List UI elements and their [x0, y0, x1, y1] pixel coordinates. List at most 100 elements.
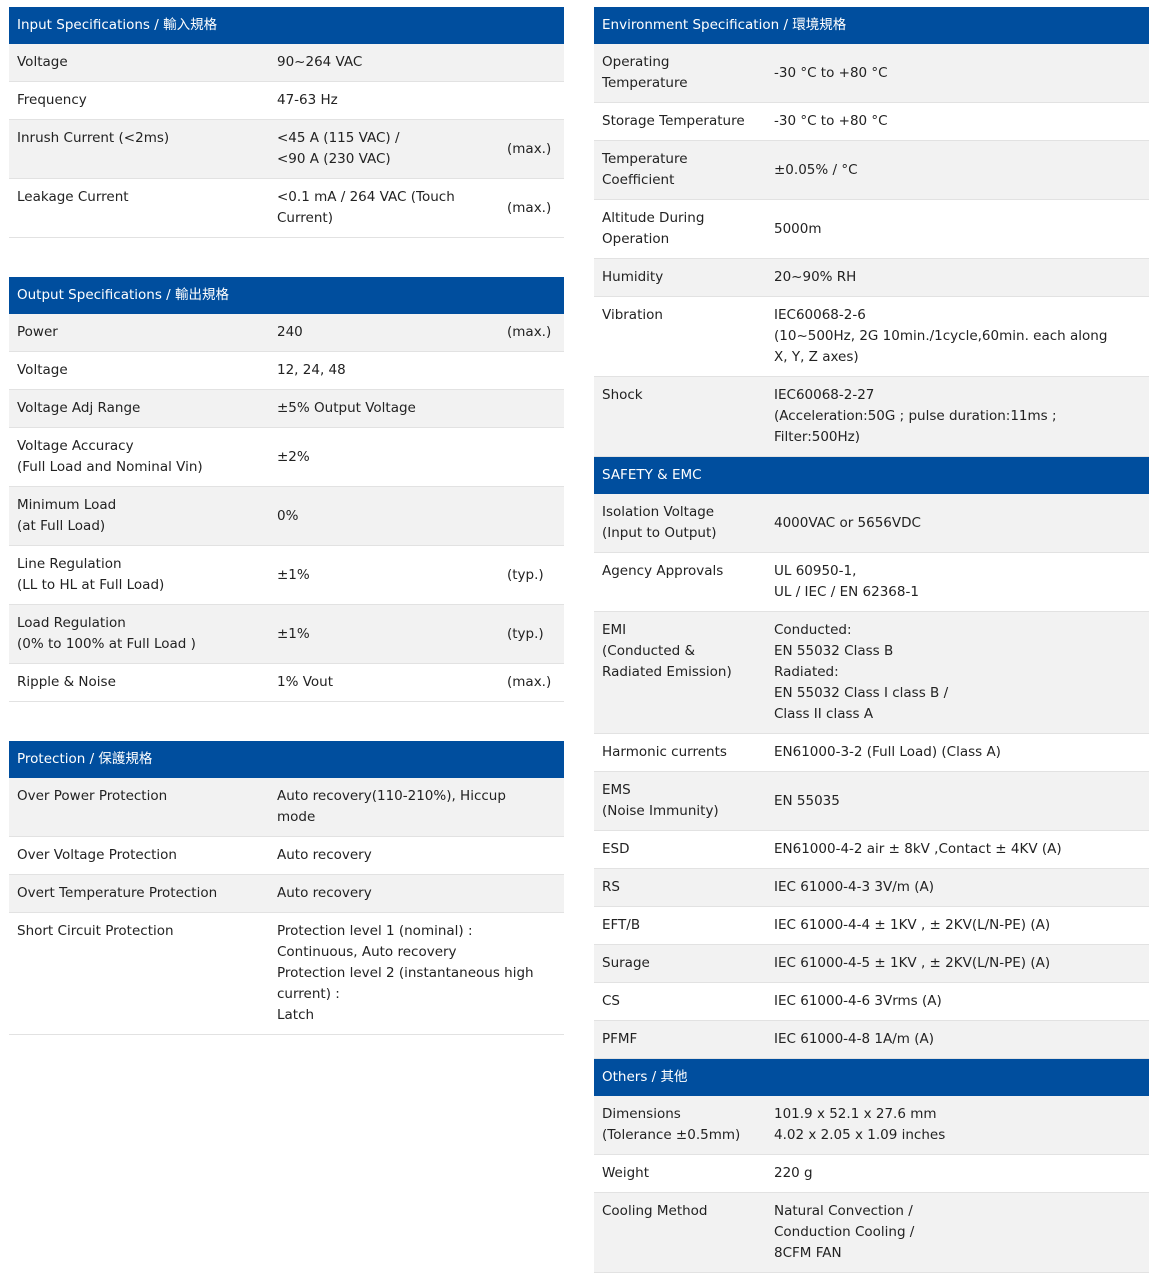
- spec-label: Voltage Accuracy (Full Load and Nominal …: [9, 427, 269, 487]
- spec-value: 1% Vout: [269, 663, 499, 702]
- spec-row: Agency Approvals UL 60950-1, UL / IEC / E…: [594, 552, 1149, 612]
- spec-row: Storage Temperature -30 °C to +80 °C: [594, 102, 1149, 141]
- spec-row: Vibration IEC60068-2-6 (10~500Hz, 2G 10mi…: [594, 296, 1149, 377]
- spec-row: RS IEC 61000-4-3 3V/m (A): [594, 868, 1149, 907]
- spec-note: (max.): [499, 119, 565, 179]
- spec-label: Humidity: [594, 258, 766, 297]
- spec-section-others: Others / 其他 Dimensions (Tolerance ±0.5mm)…: [594, 1059, 1149, 1273]
- spec-note: (typ.): [499, 604, 564, 664]
- spec-note: (max.): [499, 314, 564, 352]
- section-header: SAFETY & EMC: [594, 457, 1149, 494]
- spec-value: 47-63 Hz: [269, 81, 565, 120]
- spec-row: Line Regulation (LL to HL at Full Load) ±…: [9, 545, 564, 605]
- spec-value: Auto recovery(110-210%), Hiccup mode: [269, 778, 564, 837]
- spec-section-safety-emc: SAFETY & EMC Isolation Voltage (Input to …: [594, 457, 1149, 1059]
- spec-label: Cooling Method: [594, 1192, 766, 1273]
- spec-row: EFT/B IEC 61000-4-4 ± 1KV , ± 2KV(L/N-PE)…: [594, 906, 1149, 945]
- spec-label: EFT/B: [594, 906, 766, 945]
- spec-table: Over Power Protection Auto recovery(110-2…: [9, 778, 564, 1035]
- spec-note: (max.): [499, 663, 564, 702]
- spec-label: CS: [594, 982, 766, 1021]
- spec-label: Dimensions (Tolerance ±0.5mm): [594, 1096, 766, 1155]
- spec-value: IEC 61000-4-6 3Vrms (A): [766, 982, 1149, 1021]
- spec-label: Power: [9, 314, 269, 352]
- spec-row: Load Regulation (0% to 100% at Full Load…: [9, 604, 564, 664]
- spec-label: Operating Temperature: [594, 44, 766, 103]
- spec-label: Short Circuit Protection: [9, 912, 269, 1035]
- spec-value: 20~90% RH: [766, 258, 1149, 297]
- spec-value: IEC 61000-4-4 ± 1KV , ± 2KV(L/N-PE) (A): [766, 906, 1149, 945]
- spec-value: ±1%: [269, 545, 499, 605]
- spec-label: Frequency: [9, 81, 269, 120]
- spec-label: RS: [594, 868, 766, 907]
- spec-value: <0.1 mA / 264 VAC (Touch Current): [269, 178, 499, 238]
- spec-value: ±1%: [269, 604, 499, 664]
- spec-row: Humidity 20~90% RH: [594, 258, 1149, 297]
- spec-row: Harmonic currents EN61000-3-2 (Full Load)…: [594, 733, 1149, 772]
- section-header: Input Specifications / 輸入規格: [9, 7, 564, 44]
- spec-row: Voltage Accuracy (Full Load and Nominal …: [9, 427, 564, 487]
- spec-section-input-specifications: Input Specifications / 輸入規格 Voltage 90~264…: [9, 7, 565, 238]
- spec-row: Over Voltage Protection Auto recovery: [9, 836, 564, 875]
- spec-row: Voltage Adj Range ±5% Output Voltage: [9, 389, 564, 428]
- spec-label: Temperature Coefficient: [594, 140, 766, 200]
- spec-value: <45 A (115 VAC) / <90 A (230 VAC): [269, 119, 499, 179]
- spec-label: Voltage: [9, 44, 269, 82]
- spec-value: Protection level 1 (nominal) : Continuou…: [269, 912, 564, 1035]
- spec-label: Line Regulation (LL to HL at Full Load): [9, 545, 269, 605]
- spec-row: Inrush Current (<2ms) <45 A (115 VAC) / <…: [9, 119, 565, 179]
- spec-table: Operating Temperature -30 °C to +80 °C Sto…: [594, 44, 1149, 457]
- spec-value: UL 60950-1, UL / IEC / EN 62368-1: [766, 552, 1149, 612]
- spec-label: PFMF: [594, 1020, 766, 1059]
- spec-label: Over Power Protection: [9, 778, 269, 837]
- spec-row: CS IEC 61000-4-6 3Vrms (A): [594, 982, 1149, 1021]
- spec-label: Over Voltage Protection: [9, 836, 269, 875]
- spec-row: EMS (Noise Immunity) EN 55035: [594, 771, 1149, 831]
- section-header: Output Specifications / 輸出規格: [9, 277, 564, 314]
- spec-row: Overt Temperature Protection Auto recover…: [9, 874, 564, 913]
- spec-label: Overt Temperature Protection: [9, 874, 269, 913]
- spec-row: Voltage 90~264 VAC: [9, 44, 565, 82]
- spec-label: Vibration: [594, 296, 766, 377]
- spec-value: 90~264 VAC: [269, 44, 565, 82]
- spec-value: ±5% Output Voltage: [269, 389, 564, 428]
- spec-value: 4000VAC or 5656VDC: [766, 494, 1149, 553]
- spec-row: Altitude During Operation 5000m: [594, 199, 1149, 259]
- spec-value: IEC60068-2-27 (Acceleration:50G ; pulse …: [766, 376, 1149, 457]
- spec-value: IEC 61000-4-8 1A/m (A): [766, 1020, 1149, 1059]
- spec-label: Agency Approvals: [594, 552, 766, 612]
- section-header: Protection / 保護規格: [9, 741, 564, 778]
- spec-row: EMI (Conducted & Radiated Emission) Condu…: [594, 611, 1149, 734]
- spec-table: Voltage 90~264 VAC Frequency 47-63 Hz Inrush…: [9, 44, 565, 238]
- spec-row: Cooling Method Natural Convection / Condu…: [594, 1192, 1149, 1273]
- spec-label: EMS (Noise Immunity): [594, 771, 766, 831]
- right-spec-column: Environment Specification / 環境規格 Operatin…: [594, 7, 1149, 1273]
- spec-row: Weight 220 g: [594, 1154, 1149, 1193]
- spec-row: Short Circuit Protection Protection level…: [9, 912, 564, 1035]
- spec-value: 240: [269, 314, 499, 352]
- spec-row: Operating Temperature -30 °C to +80 °C: [594, 44, 1149, 103]
- spec-row: Minimum Load (at Full Load) 0%: [9, 486, 564, 546]
- section-header: Environment Specification / 環境規格: [594, 7, 1149, 44]
- spec-label: Load Regulation (0% to 100% at Full Load…: [9, 604, 269, 664]
- spec-value: EN61000-3-2 (Full Load) (Class A): [766, 733, 1149, 772]
- spec-table: Dimensions (Tolerance ±0.5mm) 101.9 x 52.…: [594, 1096, 1149, 1273]
- spec-row: Leakage Current <0.1 mA / 264 VAC (Touch …: [9, 178, 565, 238]
- spec-label: Ripple & Noise: [9, 663, 269, 702]
- spec-row: Ripple & Noise 1% Vout (max.): [9, 663, 564, 702]
- spec-row: Power 240 (max.): [9, 314, 564, 352]
- spec-row: Isolation Voltage (Input to Output) 4000V…: [594, 494, 1149, 553]
- spec-value: 220 g: [766, 1154, 1149, 1193]
- spec-label: ESD: [594, 830, 766, 869]
- spec-row: Voltage 12, 24, 48: [9, 351, 564, 390]
- spec-value: -30 °C to +80 °C: [766, 44, 1149, 103]
- spec-value: 101.9 x 52.1 x 27.6 mm 4.02 x 2.05 x 1.0…: [766, 1096, 1149, 1155]
- spec-value: Natural Convection / Conduction Cooling …: [766, 1192, 1149, 1273]
- spec-row: ESD EN61000-4-2 air ± 8kV ,Contact ± 4KV …: [594, 830, 1149, 869]
- spec-label: Leakage Current: [9, 178, 269, 238]
- spec-label: Voltage Adj Range: [9, 389, 269, 428]
- spec-label: EMI (Conducted & Radiated Emission): [594, 611, 766, 734]
- spec-value: IEC60068-2-6 (10~500Hz, 2G 10min./1cycle…: [766, 296, 1149, 377]
- spec-value: IEC 61000-4-3 3V/m (A): [766, 868, 1149, 907]
- spec-label: Voltage: [9, 351, 269, 390]
